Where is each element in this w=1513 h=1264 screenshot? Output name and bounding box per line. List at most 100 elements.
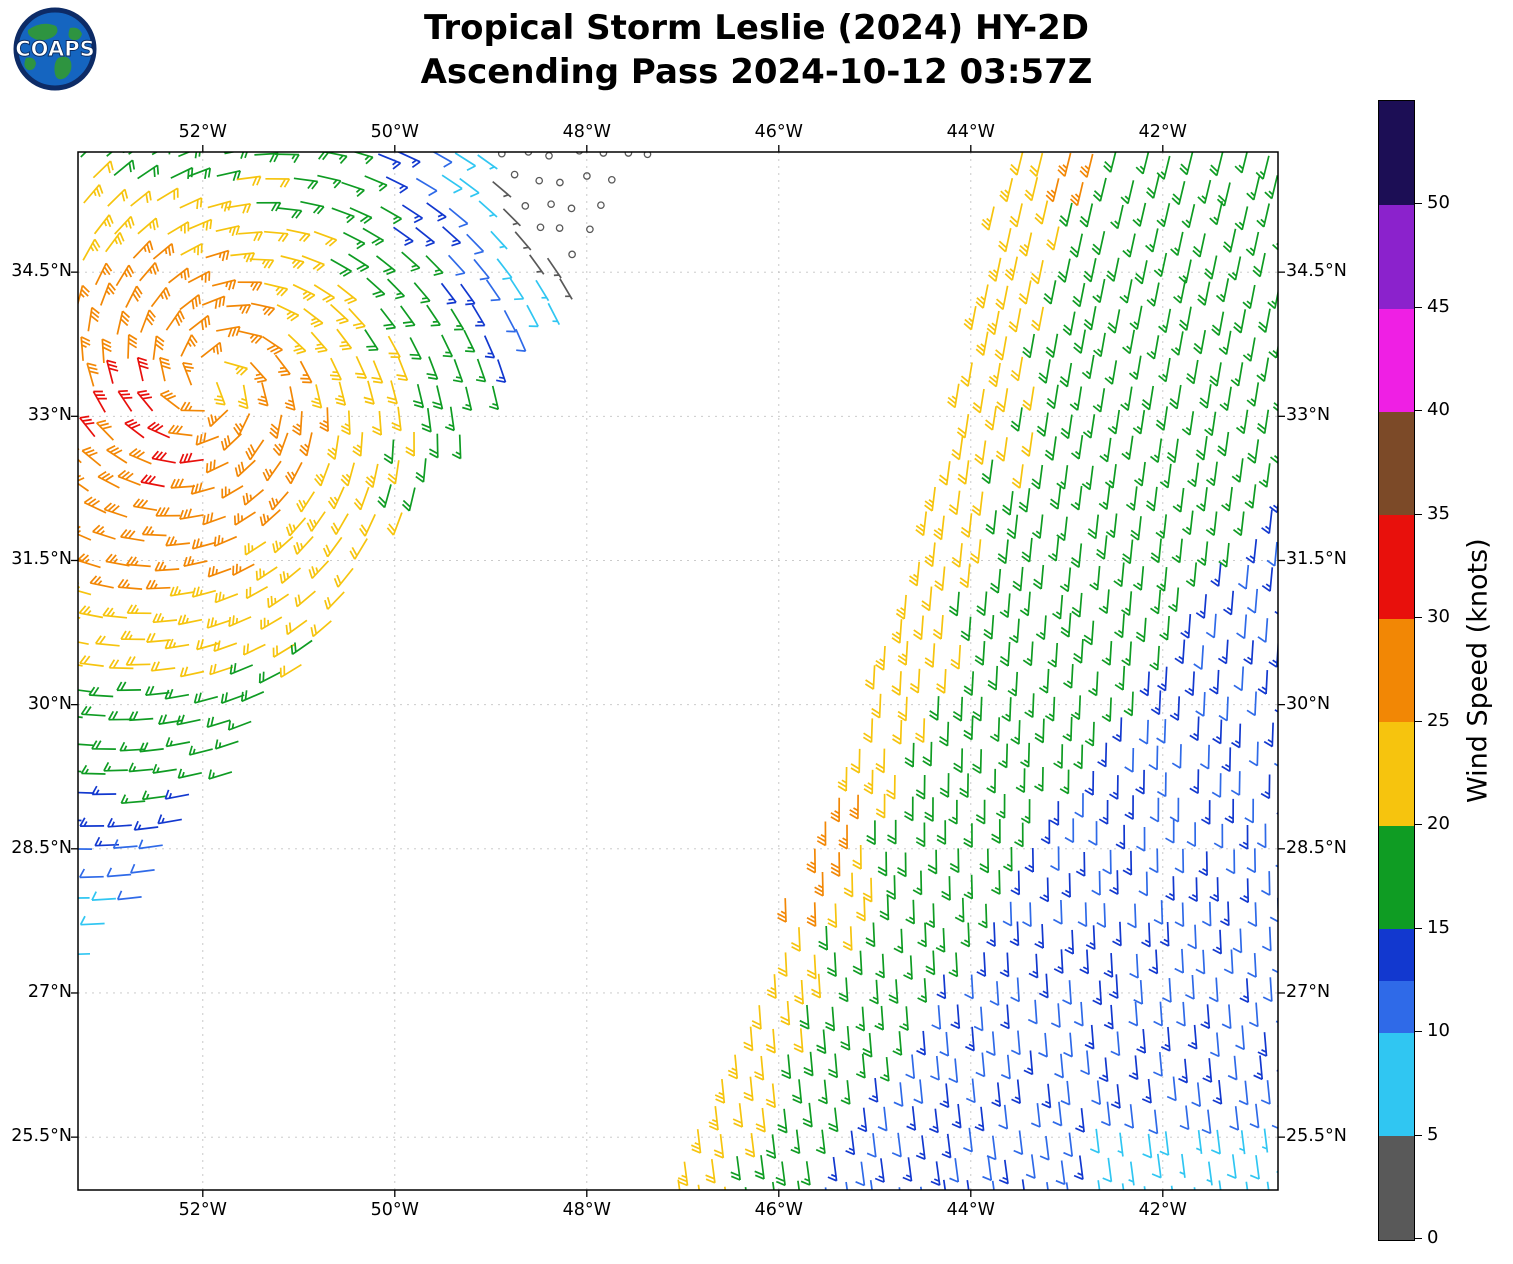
- wind-barb: [128, 762, 154, 773]
- wind-barb: [1191, 1082, 1202, 1108]
- wind-barb: [1000, 1054, 1011, 1080]
- wind-barb: [116, 310, 131, 335]
- y-tick-label-right: 30°N: [1286, 693, 1331, 714]
- wind-barb: [1212, 1080, 1223, 1105]
- wind-barb: [216, 325, 241, 338]
- wind-barb: [1052, 899, 1063, 925]
- wind-barb: [95, 635, 120, 647]
- wind-barb: [1192, 233, 1206, 258]
- wind-barb: [1018, 280, 1032, 305]
- wind-barb: [329, 357, 342, 381]
- wind-barb: [1196, 541, 1209, 566]
- wind-barb: [183, 555, 208, 568]
- wind-barb: [1145, 228, 1159, 253]
- wind-barb: [1209, 362, 1222, 387]
- wind-barb: [1046, 226, 1060, 251]
- wind-barb: [165, 737, 191, 748]
- wind-barb: [705, 1158, 716, 1184]
- wind-barb: [1234, 206, 1249, 231]
- wind-barb: [371, 360, 384, 384]
- wind-barb: [1237, 564, 1250, 590]
- wind-barb: [1225, 849, 1236, 875]
- wind-barb: [391, 406, 402, 432]
- wind-barb: [895, 594, 907, 620]
- wind-barb: [1021, 432, 1034, 457]
- wind-barb: [97, 470, 120, 489]
- wind-barb: [1245, 1181, 1249, 1190]
- wind-barb: [990, 870, 1001, 895]
- wind-barb: [242, 643, 266, 656]
- wind-barb: [1199, 384, 1212, 409]
- wind-barb: [934, 566, 946, 592]
- wind-barb: [1070, 485, 1083, 511]
- wind-barb: [1205, 613, 1217, 639]
- wind-barb: [180, 334, 198, 357]
- colorbar-tick-label: 30: [1427, 606, 1450, 628]
- wind-barb: [53, 976, 77, 981]
- wind-barb: [690, 1129, 702, 1154]
- wind-barb: [152, 612, 178, 624]
- wind-barb: [899, 1006, 909, 1031]
- wind-barb: [496, 359, 507, 384]
- wind-barb: [1098, 485, 1111, 510]
- wind-barb: [216, 169, 242, 181]
- colorbar-segment: [1379, 204, 1414, 309]
- wind-barb: [124, 418, 145, 439]
- wind-barb: [1008, 618, 1020, 644]
- calm-wind-marker: [583, 172, 591, 180]
- wind-barb: [146, 632, 171, 643]
- wind-barb: [226, 304, 252, 314]
- wind-barb: [1233, 309, 1247, 334]
- wind-barb: [107, 188, 129, 207]
- wind-barb: [1247, 902, 1258, 928]
- wind-barb: [89, 575, 114, 589]
- wind-barb: [82, 238, 101, 261]
- wind-barb: [1120, 180, 1135, 205]
- chart-titles: Tropical Storm Leslie (2024) HY-2D Ascen…: [0, 6, 1513, 94]
- wind-barb: [1001, 491, 1014, 516]
- wind-barb: [1122, 850, 1133, 876]
- wind-barb: [925, 950, 936, 976]
- wind-barb: [326, 435, 340, 460]
- wind-barb: [526, 304, 539, 328]
- wind-barb: [426, 356, 439, 380]
- wind-barb: [324, 591, 345, 610]
- wind-barb: [139, 742, 164, 753]
- wind-barb: [892, 719, 903, 745]
- wind-barb: [274, 354, 291, 377]
- wind-barb: [972, 388, 985, 414]
- wind-barb: [1178, 259, 1192, 284]
- wind-barb: [233, 511, 256, 526]
- wind-barb: [91, 740, 116, 750]
- wind-barb: [348, 308, 366, 330]
- wind-barb: [1165, 818, 1175, 844]
- wind-barb: [1128, 355, 1142, 380]
- wind-barb: [793, 1028, 804, 1053]
- wind-barb: [975, 331, 989, 356]
- wind-barb: [1083, 620, 1095, 646]
- wind-barb: [475, 358, 487, 383]
- x-tick-label-top: 42°W: [1138, 122, 1187, 142]
- wind-barb: [827, 1156, 838, 1182]
- wind-barb: [285, 517, 307, 537]
- colorbar-tick-mark: [1415, 1134, 1422, 1136]
- wind-barb: [806, 848, 817, 874]
- wind-barb: [79, 817, 105, 827]
- wind-barb: [1132, 409, 1146, 435]
- wind-barb: [83, 184, 104, 204]
- wind-barb: [1223, 949, 1234, 975]
- wind-barb: [1022, 386, 1035, 411]
- wind-barb: [285, 619, 308, 636]
- wind-barb: [1091, 1080, 1102, 1106]
- wind-barb: [249, 258, 275, 269]
- wind-barb: [816, 1029, 827, 1055]
- wind-barb: [981, 459, 994, 485]
- wind-barb: [1210, 1129, 1221, 1155]
- wind-barb: [963, 823, 973, 849]
- wind-barb: [1188, 877, 1198, 903]
- wind-barb: [1202, 1058, 1213, 1083]
- wind-barb: [933, 515, 945, 541]
- wind-barb: [930, 1161, 941, 1186]
- wind-barb: [765, 1028, 776, 1054]
- wind-barb: [1211, 773, 1222, 798]
